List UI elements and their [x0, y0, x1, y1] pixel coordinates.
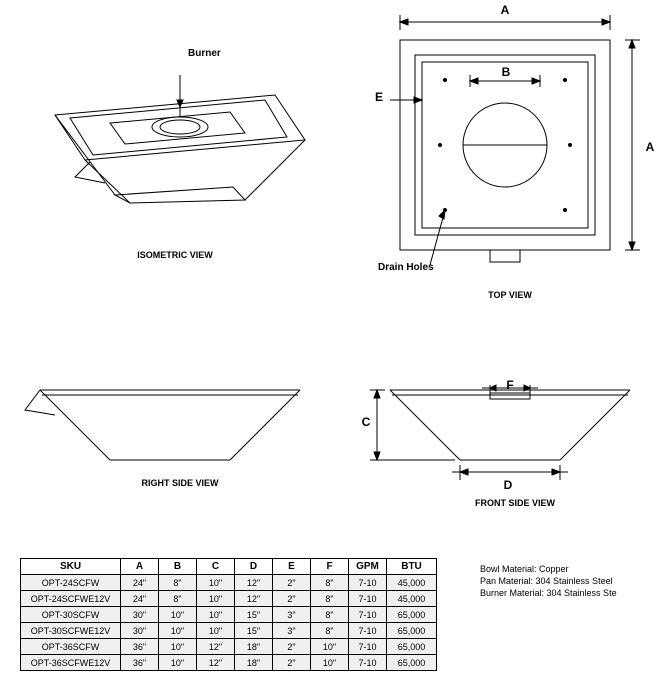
cell: OPT-36SCFW	[21, 639, 121, 655]
cell: 2"	[273, 639, 311, 655]
cell: OPT-24SCFW	[21, 575, 121, 591]
cell: OPT-24SCFWE12V	[21, 591, 121, 607]
col-e: E	[273, 559, 311, 575]
cell: 12"	[235, 591, 273, 607]
right-side-label: RIGHT SIDE VIEW	[120, 478, 240, 488]
cell: 30"	[121, 623, 159, 639]
top-view-drawing	[370, 5, 650, 285]
front-side-label: FRONT SIDE VIEW	[455, 498, 575, 508]
cell: 24"	[121, 575, 159, 591]
cell: 24"	[121, 591, 159, 607]
cell: 45,000	[387, 575, 437, 591]
cell: 7-10	[349, 655, 387, 671]
cell: 10"	[311, 639, 349, 655]
cell: 3"	[273, 607, 311, 623]
table-row: OPT-30SCFWE12V30"10"10"15"3"8"7-1065,000	[21, 623, 437, 639]
col-btu: BTU	[387, 559, 437, 575]
dim-c: C	[358, 415, 374, 429]
cell: 7-10	[349, 607, 387, 623]
table-row: OPT-24SCFW24"8"10"12"2"8"7-1045,000	[21, 575, 437, 591]
cell: 36"	[121, 639, 159, 655]
cell: 8"	[311, 607, 349, 623]
table-row: OPT-24SCFWE12V24"8"10"12"2"8"7-1045,000	[21, 591, 437, 607]
table-row: OPT-30SCFW30"10"10"15"3"8"7-1065,000	[21, 607, 437, 623]
cell: 7-10	[349, 575, 387, 591]
diagram-area: Burner ISOMETRIC VIEW	[0, 0, 658, 520]
cell: 3"	[273, 623, 311, 639]
cell: 10"	[311, 655, 349, 671]
cell: 18"	[235, 639, 273, 655]
materials-block: Bowl Material: Copper Pan Material: 304 …	[480, 563, 617, 599]
col-c: C	[197, 559, 235, 575]
cell: 65,000	[387, 639, 437, 655]
cell: 7-10	[349, 591, 387, 607]
cell: 7-10	[349, 623, 387, 639]
cell: 65,000	[387, 607, 437, 623]
isometric-label: ISOMETRIC VIEW	[115, 250, 235, 260]
cell: 10"	[197, 607, 235, 623]
dim-b: B	[498, 65, 514, 79]
dim-f: F	[502, 378, 518, 392]
cell: 2"	[273, 575, 311, 591]
col-f: F	[311, 559, 349, 575]
cell: 10"	[159, 639, 197, 655]
col-gpm: GPM	[349, 559, 387, 575]
cell: 18"	[235, 655, 273, 671]
cell: 12"	[235, 575, 273, 591]
top-view-label: TOP VIEW	[470, 290, 550, 300]
burner-label: Burner	[188, 48, 221, 59]
cell: 10"	[159, 623, 197, 639]
cell: 65,000	[387, 623, 437, 639]
cell: 10"	[159, 607, 197, 623]
cell: 10"	[197, 575, 235, 591]
isometric-drawing	[15, 45, 325, 245]
cell: 36"	[121, 655, 159, 671]
cell: 2"	[273, 655, 311, 671]
cell: 8"	[311, 591, 349, 607]
dim-a-right: A	[642, 140, 658, 154]
material-bowl: Bowl Material: Copper	[480, 563, 617, 575]
cell: 30"	[121, 607, 159, 623]
cell: 15"	[235, 623, 273, 639]
cell: 10"	[159, 655, 197, 671]
cell: 10"	[197, 591, 235, 607]
cell: 65,000	[387, 655, 437, 671]
cell: OPT-36SCFWE12V	[21, 655, 121, 671]
drain-holes-label: Drain Holes	[378, 262, 434, 273]
cell: 8"	[311, 575, 349, 591]
dim-a-top: A	[495, 3, 515, 17]
dim-e: E	[372, 90, 386, 104]
cell: 2"	[273, 591, 311, 607]
material-burner: Burner Material: 304 Stainless Ste	[480, 587, 617, 599]
col-d: D	[235, 559, 273, 575]
col-b: B	[159, 559, 197, 575]
cell: 15"	[235, 607, 273, 623]
cell: OPT-30SCFWE12V	[21, 623, 121, 639]
table-row: OPT-36SCFW36"10"12"18"2"10"7-1065,000	[21, 639, 437, 655]
cell: 7-10	[349, 639, 387, 655]
col-a: A	[121, 559, 159, 575]
right-side-drawing	[20, 370, 320, 490]
cell: 12"	[197, 639, 235, 655]
cell: 8"	[311, 623, 349, 639]
table-row: OPT-36SCFWE12V36"10"12"18"2"10"7-1065,00…	[21, 655, 437, 671]
cell: 8"	[159, 591, 197, 607]
cell: 45,000	[387, 591, 437, 607]
dim-d: D	[500, 478, 516, 492]
cell: 10"	[197, 623, 235, 639]
spec-table: SKUABCDEFGPMBTU OPT-24SCFW24"8"10"12"2"8…	[20, 558, 437, 671]
cell: OPT-30SCFW	[21, 607, 121, 623]
material-pan: Pan Material: 304 Stainless Steel	[480, 575, 617, 587]
col-sku: SKU	[21, 559, 121, 575]
cell: 8"	[159, 575, 197, 591]
cell: 12"	[197, 655, 235, 671]
